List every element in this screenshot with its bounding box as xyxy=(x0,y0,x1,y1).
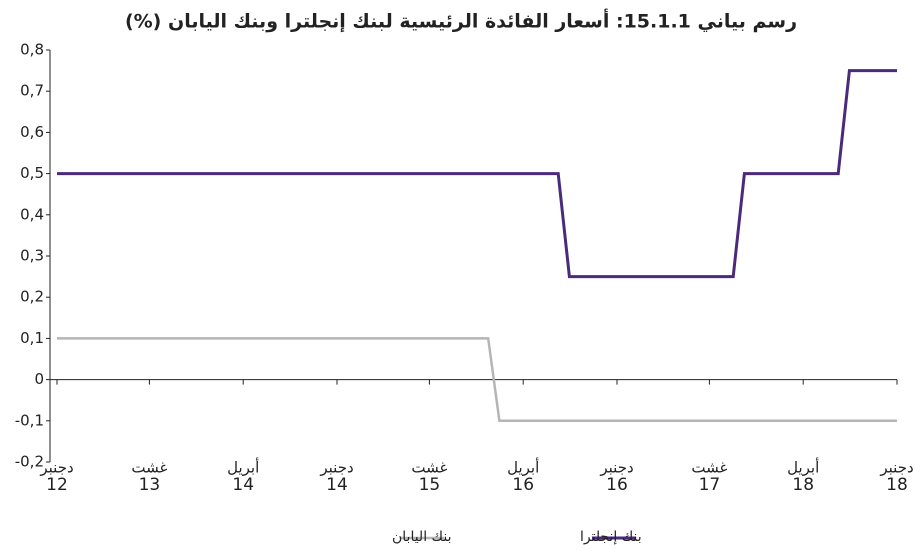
x-tick-label: دجنبر xyxy=(599,459,633,477)
series-line xyxy=(57,337,897,423)
x-tick-year: 18 xyxy=(886,475,908,495)
y-tick-label: -0,2 xyxy=(15,453,44,471)
chart-title: رسم بياني 15.1.1: أسعار الفائدة الرئيسية… xyxy=(125,9,797,33)
legend-label: بنك اليابان xyxy=(392,529,451,545)
series-line xyxy=(57,69,897,279)
legend-label: بنك إنجلترا xyxy=(580,529,642,545)
x-tick-year: 15 xyxy=(419,475,441,495)
y-tick-label: 0,5 xyxy=(20,164,44,182)
x-tick-label: دجنبر xyxy=(879,459,913,477)
x-tick-label: غشت xyxy=(691,459,727,477)
x-tick-year: 17 xyxy=(699,475,721,495)
x-tick-year: 12 xyxy=(46,475,68,495)
y-tick-label: 0,1 xyxy=(20,329,44,347)
x-tick-label: غشت xyxy=(131,459,167,477)
y-tick-label: -0,1 xyxy=(15,411,44,429)
y-tick-label: 0,2 xyxy=(20,288,44,306)
x-tick-year: 13 xyxy=(139,475,161,495)
x-tick-year: 16 xyxy=(512,475,534,495)
x-tick-label: أبريل xyxy=(227,458,259,477)
y-tick-label: 0,8 xyxy=(20,41,44,59)
y-tick-label: 0,7 xyxy=(20,82,44,100)
x-tick-label: أبريل xyxy=(507,458,539,477)
x-tick-label: غشت xyxy=(411,459,447,477)
x-tick-year: 14 xyxy=(232,475,254,495)
x-tick-label: أبريل xyxy=(787,458,819,477)
x-tick-label: دجنبر xyxy=(39,459,73,477)
y-tick-label: 0,4 xyxy=(20,205,44,223)
y-tick-label: 0 xyxy=(34,370,44,388)
x-tick-year: 16 xyxy=(606,475,628,495)
y-tick-label: 0,3 xyxy=(20,247,44,265)
x-tick-year: 14 xyxy=(326,475,348,495)
x-tick-year: 18 xyxy=(792,475,814,495)
x-tick-label: دجنبر xyxy=(319,459,353,477)
y-tick-label: 0,6 xyxy=(20,123,44,141)
